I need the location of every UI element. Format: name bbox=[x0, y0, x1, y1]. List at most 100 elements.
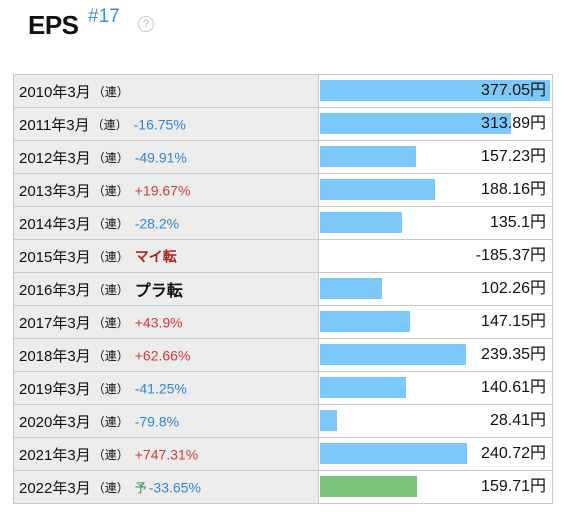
eps-row-value: 140.61円 bbox=[318, 371, 553, 405]
eps-bar bbox=[320, 113, 511, 134]
eps-bar bbox=[320, 311, 410, 332]
consolidated-tag: （連） bbox=[92, 183, 129, 198]
eps-bar bbox=[320, 146, 416, 167]
eps-row-value: 102.26円 bbox=[318, 272, 553, 306]
eps-row-label: 2021年3月 （連） +747.31% bbox=[13, 437, 319, 471]
page-title: EPS bbox=[28, 10, 79, 40]
change-rate: -79.8% bbox=[134, 413, 180, 429]
eps-row-label: 2016年3月 （連） プラ転 bbox=[13, 272, 319, 306]
eps-row-label: 2019年3月 （連） -41.25% bbox=[13, 371, 319, 405]
eps-bar bbox=[320, 443, 467, 464]
eps-row-value: 28.41円 bbox=[318, 404, 553, 438]
eps-row-label: 2022年3月 （連） 予 -33.65% bbox=[13, 470, 319, 504]
eps-amount: -185.37円 bbox=[475, 247, 546, 264]
eps-row-label: 2012年3月 （連） -49.91% bbox=[13, 140, 319, 174]
change-rate: -41.25% bbox=[134, 380, 187, 396]
eps-amount: 159.71円 bbox=[481, 478, 546, 495]
forecast-tag: 予 bbox=[134, 480, 147, 495]
eps-row-value: 159.71円 bbox=[318, 470, 553, 504]
eps-amount: 377.05円 bbox=[481, 82, 546, 99]
eps-bar bbox=[320, 410, 337, 431]
eps-row-label: 2017年3月 （連） +43.9% bbox=[13, 305, 319, 339]
change-rate: マイ転 bbox=[134, 248, 177, 264]
eps-row-value: 188.16円 bbox=[318, 173, 553, 207]
eps-row: 2021年3月 （連） +747.31% 240.72円 bbox=[13, 437, 553, 471]
eps-amount: 28.41円 bbox=[489, 412, 546, 429]
eps-row-label: 2010年3月 （連） bbox=[13, 74, 319, 108]
fiscal-period: 2013年3月 bbox=[19, 182, 91, 200]
rank-link[interactable]: #17 bbox=[88, 6, 120, 27]
eps-amount: 147.15円 bbox=[481, 313, 546, 330]
consolidated-tag: （連） bbox=[92, 282, 129, 297]
fiscal-period: 2021年3月 bbox=[19, 446, 91, 464]
change-rate: -16.75% bbox=[133, 116, 186, 132]
change-rate: +62.66% bbox=[134, 347, 191, 363]
eps-row-label: 2013年3月 （連） +19.67% bbox=[13, 173, 319, 207]
consolidated-tag: （連） bbox=[92, 414, 129, 429]
eps-row: 2022年3月 （連） 予 -33.65% 159.71円 bbox=[13, 470, 553, 504]
eps-bar bbox=[320, 80, 550, 101]
eps-row-value: 147.15円 bbox=[318, 305, 553, 339]
fiscal-period: 2010年3月 bbox=[19, 83, 91, 101]
consolidated-tag: （連） bbox=[92, 447, 129, 462]
forecast-eps-bar bbox=[320, 476, 417, 497]
eps-bar bbox=[320, 278, 382, 299]
eps-row: 2016年3月 （連） プラ転 102.26円 bbox=[13, 272, 553, 306]
eps-amount: 157.23円 bbox=[481, 148, 546, 165]
change-rate: +43.9% bbox=[134, 314, 183, 330]
change-rate: +19.67% bbox=[134, 182, 191, 198]
fiscal-period: 2017年3月 bbox=[19, 314, 91, 332]
fiscal-period: 2012年3月 bbox=[19, 149, 91, 167]
fiscal-period: 2011年3月 bbox=[19, 116, 90, 134]
consolidated-tag: （連） bbox=[91, 117, 128, 132]
eps-amount: 140.61円 bbox=[481, 379, 546, 396]
change-rate: プラ転 bbox=[134, 283, 183, 300]
eps-bar bbox=[320, 344, 466, 365]
change-rate: -28.2% bbox=[134, 215, 180, 231]
eps-row-value: 157.23円 bbox=[318, 140, 553, 174]
eps-amount: 102.26円 bbox=[481, 280, 546, 297]
eps-row-label: 2014年3月 （連） -28.2% bbox=[13, 206, 319, 240]
eps-row-value: -185.37円 bbox=[318, 239, 553, 273]
eps-row-value: 377.05円 bbox=[318, 74, 553, 108]
eps-table-body: 2010年3月 （連） 377.05円 2011年3月 （連） -16.75% 313.89… bbox=[13, 74, 553, 504]
fiscal-period: 2018年3月 bbox=[19, 347, 91, 365]
consolidated-tag: （連） bbox=[92, 381, 129, 396]
eps-bar bbox=[320, 179, 435, 200]
eps-row: 2012年3月 （連） -49.91% 157.23円 bbox=[13, 140, 553, 174]
fiscal-period: 2016年3月 bbox=[19, 281, 91, 299]
eps-amount: 135.1円 bbox=[489, 214, 546, 231]
eps-bar bbox=[320, 212, 402, 233]
eps-row-label: 2011年3月 （連） -16.75% bbox=[13, 107, 319, 141]
eps-bar bbox=[320, 377, 406, 398]
consolidated-tag: （連） bbox=[92, 249, 129, 264]
eps-amount: 188.16円 bbox=[481, 181, 546, 198]
consolidated-tag: （連） bbox=[92, 480, 129, 495]
eps-row: 2015年3月 （連） マイ転 -185.37円 bbox=[13, 239, 553, 273]
eps-row-value: 239.35円 bbox=[318, 338, 553, 372]
eps-row: 2020年3月 （連） -79.8% 28.41円 bbox=[13, 404, 553, 438]
eps-row-label: 2015年3月 （連） マイ転 bbox=[13, 239, 319, 273]
consolidated-tag: （連） bbox=[92, 216, 129, 231]
eps-amount: 240.72円 bbox=[481, 445, 546, 462]
change-rate: -33.65% bbox=[148, 479, 201, 495]
eps-row: 2011年3月 （連） -16.75% 313.89円 bbox=[13, 107, 553, 141]
eps-row: 2013年3月 （連） +19.67% 188.16円 bbox=[13, 173, 553, 207]
eps-row-label: 2020年3月 （連） -79.8% bbox=[13, 404, 319, 438]
help-icon[interactable]: ? bbox=[138, 16, 154, 32]
eps-row: 2010年3月 （連） 377.05円 bbox=[13, 74, 553, 108]
fiscal-period: 2014年3月 bbox=[19, 215, 91, 233]
consolidated-tag: （連） bbox=[92, 84, 129, 99]
eps-row: 2019年3月 （連） -41.25% 140.61円 bbox=[13, 371, 553, 405]
fiscal-period: 2015年3月 bbox=[19, 248, 91, 266]
eps-row-value: 313.89円 bbox=[318, 107, 553, 141]
eps-row-label: 2018年3月 （連） +62.66% bbox=[13, 338, 319, 372]
eps-row: 2018年3月 （連） +62.66% 239.35円 bbox=[13, 338, 553, 372]
consolidated-tag: （連） bbox=[92, 150, 129, 165]
fiscal-period: 2020年3月 bbox=[19, 413, 91, 431]
fiscal-period: 2019年3月 bbox=[19, 380, 91, 398]
eps-row-value: 135.1円 bbox=[318, 206, 553, 240]
fiscal-period: 2022年3月 bbox=[19, 479, 91, 497]
eps-amount: 313.89円 bbox=[481, 115, 546, 132]
change-rate: -49.91% bbox=[134, 149, 187, 165]
